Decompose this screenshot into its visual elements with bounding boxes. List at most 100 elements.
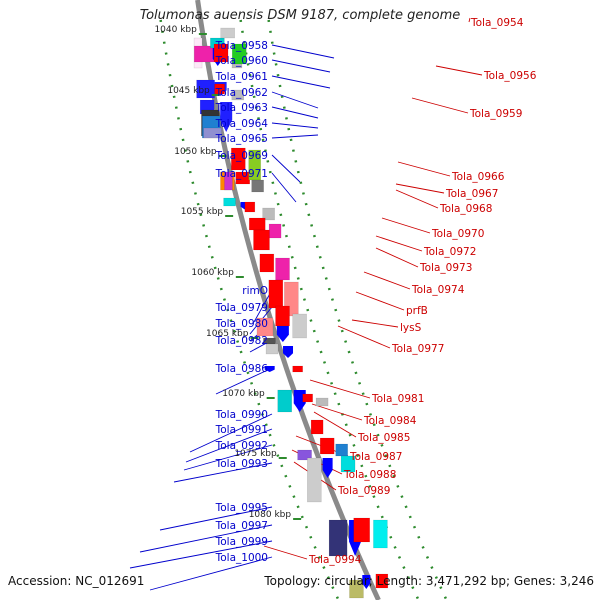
gene-label-right[interactable]: Tola_0972	[423, 246, 476, 258]
gene-feature-13[interactable]	[224, 171, 233, 191]
gene-feature-43[interactable]	[268, 223, 282, 239]
gene-label-left[interactable]: Tola_0999	[215, 536, 268, 548]
gene-feature-58[interactable]	[353, 517, 370, 543]
label-leader	[363, 271, 411, 290]
gene-feature-19[interactable]	[265, 343, 279, 355]
label-leader	[381, 217, 431, 234]
gene-feature-27[interactable]	[328, 519, 348, 557]
gene-label-right[interactable]: Tola_0973	[419, 262, 472, 274]
gene-feature-24[interactable]	[297, 449, 312, 461]
gene-feature-29[interactable]	[349, 579, 364, 599]
gene-label-left[interactable]: Tola_0969	[215, 150, 268, 162]
gene-feature-30[interactable]	[362, 575, 371, 589]
gene-feature-21[interactable]	[264, 366, 275, 372]
gene-feature-46[interactable]	[275, 257, 290, 281]
label-leader	[271, 59, 331, 73]
gene-label-right[interactable]: Tola_0985	[357, 432, 410, 444]
gene-feature-20[interactable]	[283, 346, 294, 358]
gene-label-right[interactable]: Tola_0968	[439, 203, 492, 215]
gene-feature-17[interactable]	[276, 324, 289, 342]
gene-label-right[interactable]: Tola_0956	[483, 70, 537, 82]
label-leader	[375, 235, 423, 252]
gene-feature-32[interactable]	[213, 43, 229, 63]
gene-label-left[interactable]: Tola_0986	[215, 363, 269, 375]
gene-feature-42[interactable]	[248, 217, 266, 231]
gene-label-right[interactable]: Tola_0966	[451, 171, 505, 183]
gene-feature-52[interactable]	[302, 393, 313, 403]
gene-feature-36[interactable]	[231, 147, 246, 171]
gene-label-left[interactable]: Tola_0990	[215, 409, 268, 421]
label-leader	[395, 189, 439, 209]
label-leader	[397, 161, 451, 177]
gene-label-left[interactable]: Tola_0962	[215, 87, 268, 99]
gene-label-right[interactable]: Tola_0954	[470, 17, 524, 29]
gene-label-right[interactable]: Tola_0994	[308, 554, 362, 566]
gene-label-left[interactable]: Tola_0992	[215, 440, 268, 452]
gene-label-right[interactable]: Tola_0959	[469, 108, 522, 120]
gene-label-left[interactable]: Tola_0960	[215, 55, 268, 67]
gene-label-left[interactable]: Tola_0995	[215, 502, 268, 514]
gene-feature-35[interactable]	[231, 89, 245, 101]
gene-feature-14[interactable]	[223, 197, 236, 207]
gene-label-left[interactable]: Tola_0965	[215, 133, 268, 145]
gene-feature-22[interactable]	[277, 389, 292, 413]
gene-label-left[interactable]: Tola_1000	[215, 552, 268, 564]
gene-label-left[interactable]: Tola_0993	[215, 458, 268, 470]
gene-feature-60[interactable]	[375, 573, 389, 589]
gene-feature-33[interactable]	[231, 43, 247, 65]
gene-label-right[interactable]: Tola_0989	[337, 485, 390, 497]
gene-label-left[interactable]: Tola_0964	[215, 118, 269, 130]
gene-label-right[interactable]: Tola_0970	[431, 228, 484, 240]
topology-label: Topology: circular; Length: 3,471,292 bp…	[264, 574, 594, 588]
gene-label-left[interactable]: Tola_0961	[215, 71, 268, 83]
gene-feature-31[interactable]	[220, 27, 235, 39]
label-leader	[271, 172, 297, 203]
gene-feature-16[interactable]	[256, 317, 274, 337]
gene-label-right[interactable]: Tola_0977	[391, 343, 444, 355]
gene-feature-41[interactable]	[262, 207, 275, 221]
gene-feature-51[interactable]	[292, 365, 303, 373]
gene-label-left[interactable]: Tola_0971	[215, 168, 268, 180]
gene-feature-55[interactable]	[319, 437, 335, 455]
gene-feature-57[interactable]	[340, 455, 356, 473]
gene-label-left[interactable]: Tola_0963	[215, 102, 268, 114]
gene-label-left[interactable]: Tola_0980	[215, 318, 268, 330]
gene-label-right[interactable]: Tola_0987	[349, 451, 402, 463]
kbp-tick-label: 1045 kbp	[167, 86, 210, 96]
label-leader	[271, 91, 319, 109]
dotted-track-1	[239, 19, 420, 600]
gene-label-left[interactable]: Tola_0991	[215, 424, 268, 436]
gene-feature-44[interactable]	[253, 229, 270, 251]
label-leader	[271, 134, 319, 139]
gene-feature-10[interactable]	[220, 102, 233, 132]
gene-label-right[interactable]: Tola_0967	[445, 188, 498, 200]
gene-feature-1[interactable]	[193, 45, 215, 63]
gene-label-left[interactable]: rimO	[242, 285, 268, 297]
dotted-track-2	[267, 19, 448, 600]
gene-feature-49[interactable]	[275, 305, 290, 327]
gene-feature-56[interactable]	[335, 443, 348, 457]
gene-label-left[interactable]: Tola_0982	[215, 335, 268, 347]
gene-feature-54[interactable]	[310, 419, 324, 435]
gene-label-right[interactable]: prfB	[406, 305, 428, 317]
gene-feature-26[interactable]	[322, 458, 333, 478]
gene-feature-50[interactable]	[292, 313, 307, 339]
gene-label-right[interactable]: Tola_0988	[343, 469, 396, 481]
gene-feature-45[interactable]	[259, 253, 275, 273]
gene-label-right[interactable]: lysS	[400, 322, 422, 334]
gene-label-right[interactable]: Tola_0974	[411, 284, 465, 296]
gene-feature-25[interactable]	[307, 457, 322, 503]
gene-feature-39[interactable]	[251, 179, 264, 193]
gene-label-left[interactable]: Tola_0997	[215, 520, 268, 532]
gene-feature-47[interactable]	[268, 279, 284, 309]
kbp-tick-label: 1075 kbp	[234, 449, 277, 459]
gene-label-left[interactable]: Tola_0958	[215, 40, 268, 52]
gene-label-right[interactable]: Tola_0984	[363, 415, 417, 427]
gene-label-right[interactable]: Tola_0981	[371, 393, 424, 405]
gene-feature-59[interactable]	[373, 519, 388, 549]
gene-feature-8[interactable]	[203, 127, 222, 139]
gene-feature-53[interactable]	[315, 397, 329, 407]
gene-feature-40[interactable]	[244, 201, 256, 213]
gene-label-left[interactable]: Tola_0979	[215, 302, 268, 314]
kbp-tick-label: 1055 kbp	[181, 207, 224, 217]
